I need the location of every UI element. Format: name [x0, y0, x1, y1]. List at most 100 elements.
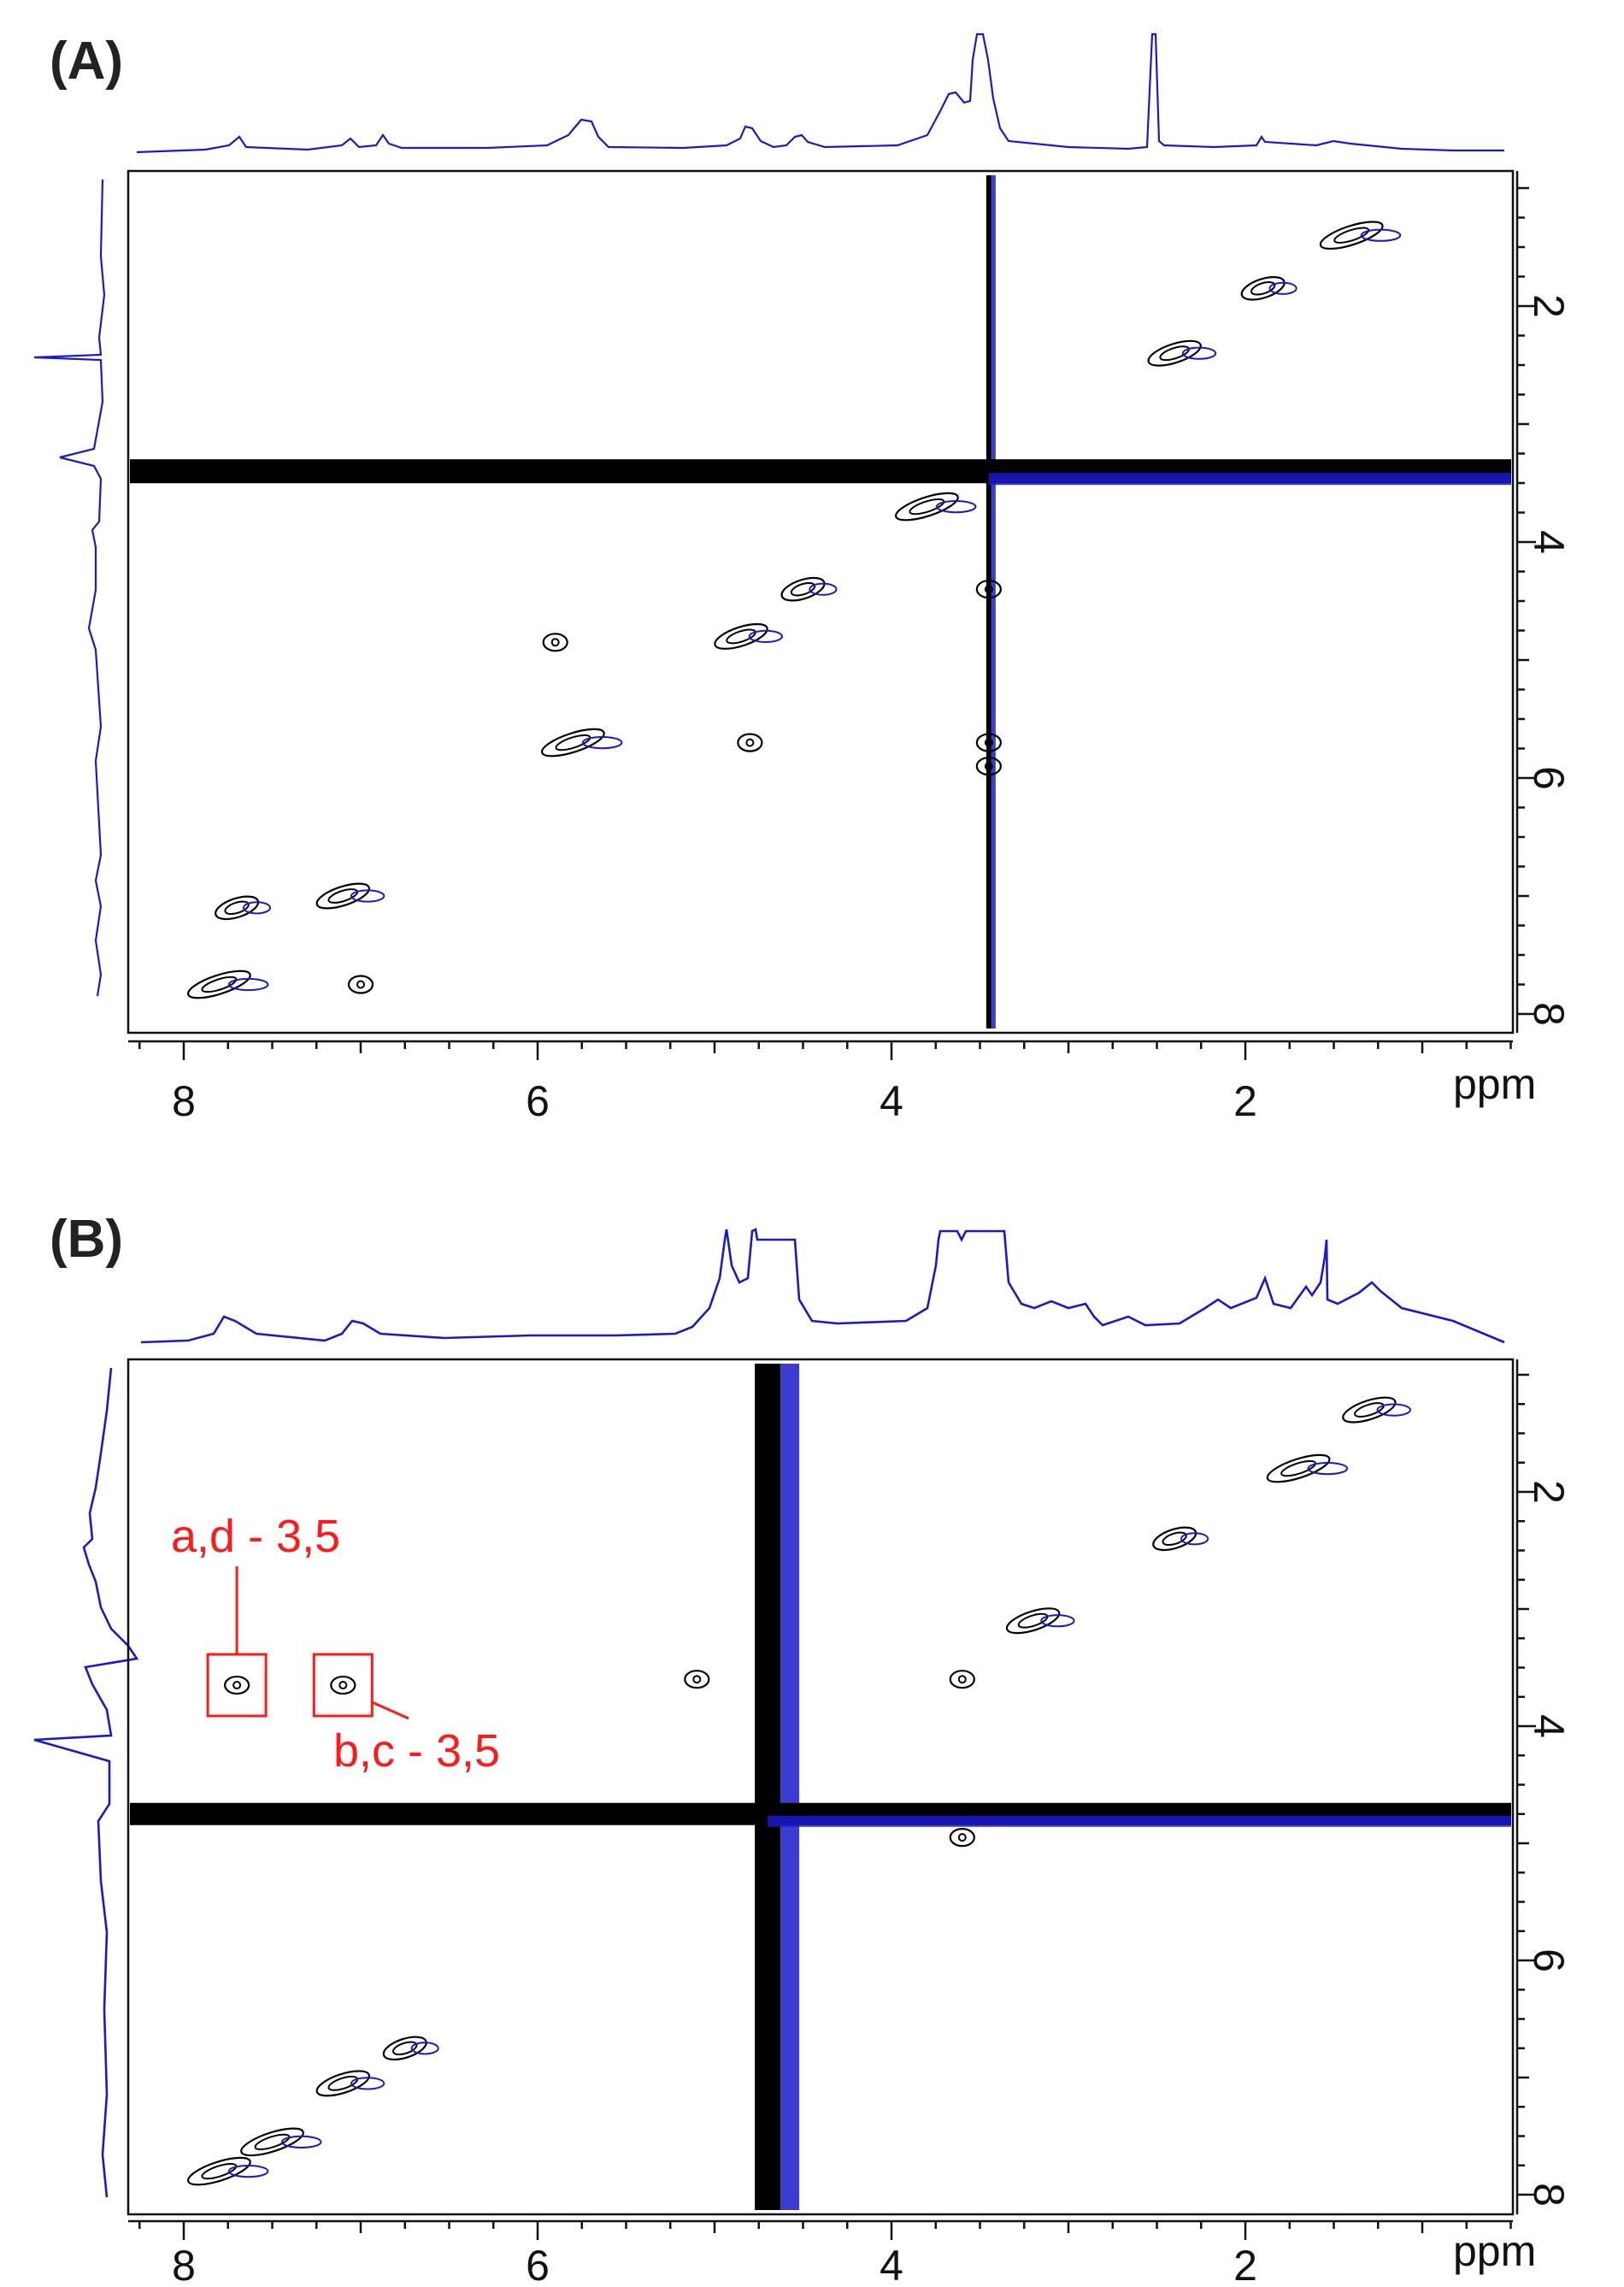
panel-b-diagonal-peak-inner [254, 2133, 291, 2150]
panel-b-diagonal-peak-negative [227, 2165, 269, 2178]
panel-a-cross-peak [975, 733, 1002, 752]
panel-a-y-tick-label: 6 [1525, 766, 1573, 790]
panel-a-diagonal-peak-inner [555, 734, 591, 752]
panel-b-x-unit: ppm [1453, 2227, 1536, 2275]
panel-a-cross-peak-core [550, 638, 560, 647]
panel-a-cross-peak-core [745, 738, 755, 747]
panel-b-annotations: a,d - 3,5 b,c - 3,5 [171, 1511, 500, 1777]
panel-a-diagonal-peak-negative [748, 629, 784, 644]
panel-a-diagonal-peak [780, 576, 826, 602]
panel-b-diagonal-peak [382, 2036, 427, 2061]
panel-b-diagonal-peak [1005, 1607, 1061, 1635]
panel-b-x-tick-label: 2 [1233, 2242, 1257, 2287]
panel-a-horizontal-ridge-negative [988, 473, 1511, 486]
panel-a-diagonal-peak-negative [1360, 228, 1402, 242]
panel-a-cross-peak-core [984, 762, 993, 771]
panel-a-diagonal-peak [1147, 339, 1202, 367]
panel-b-axes [128, 1359, 1536, 2240]
panel-b-diagonal-peak [315, 2070, 371, 2097]
panel-a-diagonal-peak-inner [201, 976, 238, 993]
panel-b-left-projection [33, 1367, 139, 2198]
panel-b-y-tick-label: 6 [1525, 1948, 1573, 1972]
panel-b: (B) a,d - 3,5 b,c - 3,5 8 6 4 2 ppm 2 4 … [33, 1210, 1573, 2287]
annotation-leader-line [371, 1701, 409, 1720]
panel-b-cross-peak [224, 1675, 250, 1695]
panel-a-x-tick-label: 6 [526, 1077, 550, 1125]
panel-b-cross-peak [684, 1670, 710, 1689]
panel-a-diagonal-peak [714, 622, 768, 650]
panel-a-diagonal-peak [1319, 221, 1384, 251]
annotation-label-a-d: a,d - 3,5 [171, 1511, 340, 1562]
annotation-box [206, 1653, 268, 1718]
panel-b-diagonal-peak-inner [1280, 1459, 1317, 1477]
panel-a-cross-peak-core [984, 585, 993, 594]
panel-b-cross-peak-core [692, 1675, 702, 1684]
panel-a-diagonal-peak-negative [350, 889, 385, 903]
panel-a-top-projection [136, 32, 1504, 154]
panel-a-diagonal-peak-inner [1333, 227, 1370, 244]
panel-b-cross-peak-core [338, 1681, 348, 1690]
panel-a-contours [130, 175, 1511, 1029]
panel-a-diagonal-peak-negative [242, 901, 272, 915]
panel-a-label: (A) [50, 32, 123, 91]
panel-a-diagonal-peak-inner [909, 498, 945, 516]
panel-a-diagonal-peak-negative [581, 736, 623, 750]
panel-a-x-unit: ppm [1453, 1060, 1536, 1108]
panel-b-diagonal-peak-negative [410, 2042, 439, 2055]
panel-b-diagonal-peak-negative [1180, 1532, 1209, 1546]
panel-b-cross-peak [949, 1828, 975, 1848]
panel-b-x-tick-label: 6 [526, 2242, 550, 2287]
panel-b-contours [130, 1364, 1511, 2210]
panel-a-cross-peak [737, 733, 763, 752]
panel-b-diagonal-peak-negative [1307, 1462, 1349, 1476]
panel-a-x-tick-label: 8 [172, 1077, 196, 1125]
panel-b-cross-peak-core [957, 1675, 967, 1684]
panel-b-diagonal-peak-negative [1040, 1614, 1075, 1628]
panel-b-top-projection [140, 1228, 1505, 1344]
panel-a-diagonal-peak-negative [1268, 281, 1297, 295]
panel-a-left-projection [33, 179, 106, 997]
panel-a-diagonal-peak [1240, 276, 1286, 301]
panel-a-x-tick-label: 2 [1233, 1077, 1257, 1125]
panel-b-diagonal-peak-inner [201, 2162, 238, 2180]
panel-a-diagonal-peak [541, 728, 605, 757]
panel-a-vertical-ridge-negative [991, 175, 996, 1029]
panel-b-vertical-ridge-negative [780, 1364, 800, 2210]
panel-a-diagonal-peak [315, 882, 371, 910]
panel-b-plot-frame [127, 1358, 1515, 2216]
panel-a: (A) 8 6 4 2 ppm 2 4 6 8 [33, 32, 1573, 1125]
panel-a-diagonal-peak-negative [227, 977, 269, 992]
panel-a-cross-peak [347, 975, 374, 994]
panel-a-diagonal-peak-negative [809, 582, 838, 596]
panel-b-cross-peak [949, 1670, 975, 1689]
panel-a-cross-peak [542, 633, 568, 652]
panel-a-x-tick-label: 4 [880, 1077, 903, 1125]
panel-a-axes [128, 171, 1536, 1060]
panel-a-diagonal-peak [215, 895, 260, 921]
panel-b-x-tick-label: 4 [880, 2242, 903, 2287]
panel-b-x-tick-label: 8 [172, 2242, 196, 2287]
panel-a-diagonal-peak [895, 492, 959, 522]
annotation-label-b-c: b,c - 3,5 [333, 1725, 500, 1777]
panel-a-diagonal-peak-negative [1181, 346, 1217, 360]
panel-b-cross-peak [330, 1675, 356, 1695]
panel-a-diagonal-peak-negative [935, 500, 977, 514]
panel-b-diagonal-peak-negative [280, 2135, 322, 2148]
panel-b-vertical-ridge [755, 1364, 781, 2210]
panel-b-diagonal-peak-negative [350, 2077, 385, 2090]
panel-a-cross-peak [975, 580, 1002, 599]
panel-b-y-tick-label: 8 [1525, 2183, 1573, 2207]
panel-b-cross-peak-core [232, 1681, 242, 1690]
panel-b-horizontal-ridge-negative [768, 1815, 1511, 1827]
panel-b-diagonal-peak-negative [1376, 1403, 1411, 1417]
panel-b-diagonal-peak [1152, 1526, 1197, 1552]
panel-b-cross-peak-core [957, 1833, 967, 1842]
panel-b-diagonal-peak [1342, 1396, 1397, 1423]
panel-a-vertical-ridge [986, 175, 991, 1029]
panel-a-y-tick-label: 2 [1525, 294, 1573, 318]
panel-b-label: (B) [50, 1210, 123, 1269]
panel-b-y-tick-label: 2 [1525, 1480, 1573, 1504]
panel-b-diagonal-peak [240, 2127, 304, 2157]
panel-b-diagonal-peak [187, 2156, 251, 2186]
